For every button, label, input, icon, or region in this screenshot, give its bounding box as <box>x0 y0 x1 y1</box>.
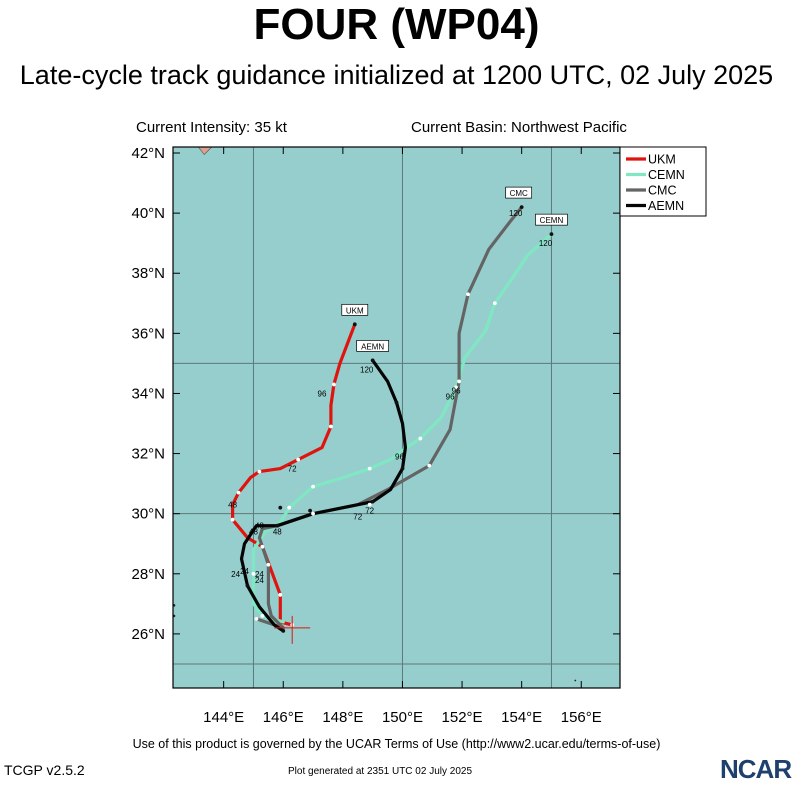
forecast-hour-label-aemn: 120 <box>360 365 374 374</box>
track-point-aemn <box>281 628 286 633</box>
model-tag-cmc: CMC <box>510 189 528 198</box>
chart-subtitle: Late-cycle track guidance initialized at… <box>19 60 774 90</box>
track-point-cmc <box>254 616 259 621</box>
legend-label-aemn: AEMN <box>648 199 684 213</box>
x-tick-label: 156°E <box>561 709 602 726</box>
y-tick-label: 38°N <box>131 265 165 282</box>
track-point-aemn <box>275 523 280 528</box>
track-point-cmc <box>311 511 315 516</box>
terms-of-use: Use of this product is governed by the U… <box>132 737 661 751</box>
track-point-cmc <box>457 379 461 384</box>
forecast-hour-label-cemn: 24 <box>240 567 249 576</box>
forecast-hour-label-aemn: 72 <box>353 513 362 522</box>
forecast-hour-label-aemn: 96 <box>395 453 404 462</box>
model-tag-cemn: CEMN <box>540 216 564 225</box>
track-point-cemn <box>492 301 497 306</box>
map-frame <box>172 146 621 689</box>
model-tag-box-cemn <box>535 213 568 226</box>
x-tick-label: 152°E <box>442 709 483 726</box>
track-point-ukm <box>332 382 336 387</box>
track-point-ukm <box>352 322 357 327</box>
model-tag-box-cmc <box>505 186 533 199</box>
track-point-ukm <box>278 592 283 597</box>
x-tick-label: 144°E <box>203 709 244 726</box>
forecast-hour-label-cemn: 96 <box>446 392 455 401</box>
chart-title: FOUR (WP04) <box>253 0 540 49</box>
legend-label-cmc: CMC <box>648 184 676 198</box>
forecast-hour-label-cmc: 72 <box>365 507 374 516</box>
y-tick-label: 36°N <box>131 325 165 342</box>
track-point-aemn <box>400 466 405 471</box>
legend-label-cemn: CEMN <box>648 168 685 182</box>
track-point-ukm <box>296 457 301 462</box>
ncar-logo: NCAR <box>720 754 792 784</box>
forecast-hour-label-aemn: 48 <box>255 522 264 531</box>
track-point-cmc <box>466 292 470 297</box>
y-tick-label: 42°N <box>131 145 165 162</box>
forecast-hour-label-cemn: 48 <box>273 528 282 537</box>
forecast-hour-label-ukm: 24 <box>255 570 264 579</box>
x-tick-label: 154°E <box>501 709 542 726</box>
track-point-aemn <box>308 508 312 513</box>
track-point-aemn <box>370 499 375 504</box>
track-point-cmc <box>266 562 271 567</box>
model-tag-box-ukm <box>341 303 369 316</box>
y-tick-label: 40°N <box>131 205 165 222</box>
track-point-cmc <box>367 502 372 507</box>
x-tick-label: 148°E <box>322 709 363 726</box>
y-tick-label: 28°N <box>131 566 165 583</box>
track-point-cmc <box>519 205 524 210</box>
track-point-ukm <box>329 424 333 429</box>
track-point-cemn <box>367 466 372 471</box>
track-point-cmc <box>427 463 432 468</box>
track-line-cmc <box>254 205 524 630</box>
forecast-hour-label-cmc: 48 <box>249 528 258 537</box>
y-tick-label: 34°N <box>131 385 165 402</box>
track-point-aemn <box>370 358 375 363</box>
track-line-cemn <box>251 232 554 624</box>
model-tag-aemn: AEMN <box>361 342 384 351</box>
y-tick-label: 30°N <box>131 506 165 523</box>
island-dot <box>574 679 577 682</box>
generated-timestamp: Plot generated at 2351 UTC 02 July 2025 <box>288 766 473 777</box>
x-tick-label: 146°E <box>263 709 304 726</box>
current-intensity: Current Intensity: 35 kt <box>136 119 287 136</box>
track-point-aemn <box>245 583 250 588</box>
version-label: TCGP v2.5.2 <box>4 762 85 778</box>
track-point-cemn <box>311 484 315 489</box>
track-point-aemn <box>278 505 283 510</box>
legend-label-ukm: UKM <box>648 153 676 167</box>
track-point-aemn <box>394 400 399 405</box>
model-tag-box-aemn <box>356 340 390 352</box>
track-point-ukm <box>257 469 262 474</box>
y-tick-label: 26°N <box>131 626 165 643</box>
x-tick-label: 150°E <box>382 709 423 726</box>
forecast-hour-label-cmc: 24 <box>255 576 264 585</box>
track-point-cemn <box>418 436 423 441</box>
forecast-hour-label-ukm: 48 <box>228 501 237 510</box>
current-basin: Current Basin: Northwest Pacific <box>411 119 627 136</box>
forecast-hour-label-cmc: 96 <box>452 386 461 395</box>
forecast-hour-label-ukm: 96 <box>318 389 327 398</box>
track-point-cemn <box>454 385 458 390</box>
track-point-ukm <box>260 544 265 549</box>
track-point-ukm <box>236 490 241 495</box>
model-tag-ukm: UKM <box>346 306 364 315</box>
track-point-cemn <box>549 232 554 237</box>
forecast-hour-label-aemn: 24 <box>231 570 240 579</box>
forecast-hour-label-cmc: 120 <box>509 209 523 218</box>
y-tick-label: 32°N <box>131 446 165 463</box>
track-point-cemn <box>287 505 292 510</box>
track-point-ukm <box>230 517 235 522</box>
forecast-hour-label-ukm: 72 <box>288 465 297 474</box>
ocean-background <box>173 147 620 688</box>
forecast-hour-label-cemn: 120 <box>539 239 553 248</box>
track-point-cemn <box>251 571 256 576</box>
track-point-cemn <box>260 613 265 618</box>
